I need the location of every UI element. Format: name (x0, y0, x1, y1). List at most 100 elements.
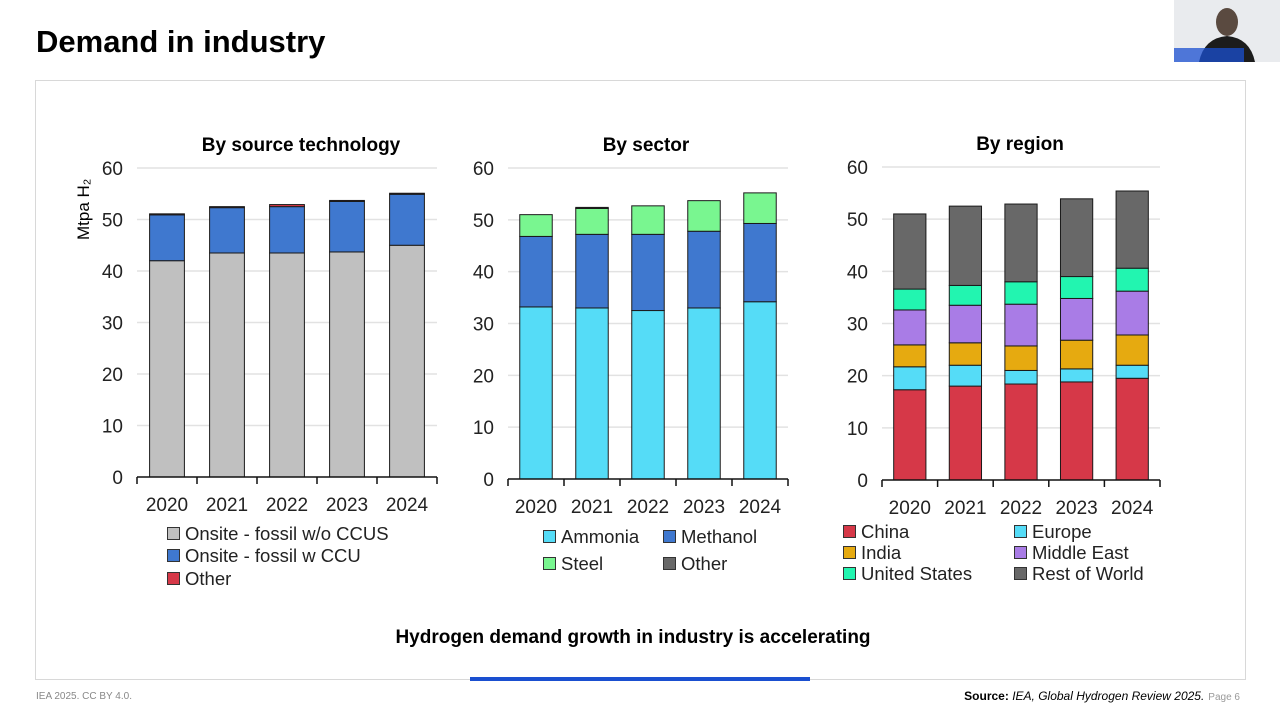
bar-segment (1059, 381, 1094, 481)
x-tick-label: 2024 (739, 497, 782, 518)
x-tick-label: 2023 (326, 495, 368, 516)
y-tick-label: 50 (473, 211, 494, 232)
legend-item: Onsite - fossil w/o CCUS (167, 523, 389, 545)
bar-segment (269, 252, 305, 478)
bar-segment (575, 307, 609, 480)
y-tick-label: 0 (112, 468, 123, 489)
legend-swatch (663, 530, 676, 543)
bar-segment (575, 206, 609, 209)
bar-segment (209, 206, 245, 209)
x-tick-label: 2021 (571, 497, 613, 518)
legend-swatch (543, 530, 556, 543)
bar-segment (575, 233, 609, 309)
bar-segment (1059, 276, 1094, 299)
copyright: IEA 2025. CC BY 4.0. (36, 691, 132, 702)
bar-segment (687, 307, 721, 480)
webcam-video (1174, 0, 1280, 62)
bar-segment (269, 204, 305, 208)
y-tick-label: 10 (847, 419, 868, 440)
y-tick-label: 60 (473, 159, 494, 180)
x-tick-label: 2020 (146, 495, 188, 516)
legend-item: Europe (1014, 522, 1092, 542)
x-tick-label: 2020 (889, 498, 931, 519)
x-tick-label: 2023 (683, 497, 725, 518)
bar-segment (893, 366, 927, 391)
bar-segment (209, 207, 245, 254)
legend-item: Onsite - fossil w CCU (167, 545, 361, 567)
legend-swatch (1014, 546, 1027, 559)
legend-item: Steel (543, 553, 603, 575)
legend-item: Methanol (663, 526, 757, 548)
bar-segment (1004, 281, 1038, 305)
bar-segment (149, 214, 185, 262)
y-tick-label: 20 (473, 366, 494, 387)
source-note: Source: IEA, Global Hydrogen Review 2025… (964, 689, 1240, 703)
x-tick-label: 2021 (206, 495, 248, 516)
x-tick-label: 2022 (627, 497, 669, 518)
bar-segment (1115, 377, 1149, 481)
bar-segment (1004, 203, 1038, 283)
bar-segment (519, 235, 553, 308)
y-tick-label: 0 (483, 470, 494, 491)
y-tick-label: 10 (473, 418, 494, 439)
bar-segment (893, 344, 927, 368)
legend-item: Ammonia (543, 526, 639, 548)
bar-segment (1004, 383, 1038, 481)
legend-item: Middle East (1014, 543, 1129, 563)
bar-segment (209, 252, 245, 478)
bar-segment (1059, 339, 1094, 370)
bar-segment (631, 205, 665, 235)
x-tick-label: 2022 (266, 495, 308, 516)
legend-item: Rest of World (1014, 564, 1144, 584)
y-tick-label: 30 (102, 314, 123, 335)
x-tick-label: 2023 (1055, 498, 1097, 519)
bar-segment (948, 385, 983, 481)
legend-item: United States (843, 564, 972, 584)
bar-segment (631, 310, 665, 480)
bar-segment (743, 222, 777, 303)
y-tick-label: 60 (847, 158, 868, 179)
y-tick-label: 40 (473, 263, 494, 284)
legend-item: India (843, 543, 901, 563)
legend-swatch (843, 546, 856, 559)
bar-segment (389, 244, 425, 478)
bar-segment (519, 306, 553, 480)
y-tick-label: 30 (847, 315, 868, 336)
legend-swatch (167, 527, 180, 540)
x-tick-label: 2022 (1000, 498, 1042, 519)
legend-swatch (543, 557, 556, 570)
slide-caption: Hydrogen demand growth in industry is ac… (395, 627, 871, 648)
chart-title-region: By region (976, 134, 1064, 155)
legend-swatch (167, 549, 180, 562)
bar-segment (1115, 290, 1149, 336)
bar-segment (1059, 198, 1094, 278)
bar-segment (329, 251, 365, 478)
x-tick-label: 2021 (944, 498, 986, 519)
bar-segment (389, 192, 425, 195)
bar-segment (149, 213, 185, 216)
x-tick-label: 2024 (386, 495, 429, 516)
y-tick-label: 0 (857, 471, 868, 492)
legend-swatch (843, 567, 856, 580)
bar-segment (149, 260, 185, 478)
bar-segment (1004, 345, 1038, 371)
y-axis-label: Mtpa H₂ (74, 178, 93, 240)
bar-segment (948, 364, 983, 387)
bar-segment (687, 200, 721, 232)
bar-segment (329, 199, 365, 202)
bar-segment (893, 389, 927, 481)
page-number: Page 6 (1208, 692, 1240, 703)
legend-item: Other (663, 553, 727, 575)
y-tick-label: 50 (847, 210, 868, 231)
bar-segment (269, 206, 305, 254)
x-tick-label: 2020 (515, 497, 557, 518)
chart-title-source: By source technology (201, 135, 401, 156)
bar-segment (948, 342, 983, 366)
bar-segment (1115, 190, 1149, 269)
legend-swatch (167, 572, 180, 585)
y-tick-label: 50 (102, 211, 123, 232)
bar-segment (389, 193, 425, 246)
bar-segment (687, 230, 721, 309)
x-tick-label: 2024 (1111, 498, 1154, 519)
y-tick-label: 60 (102, 159, 123, 180)
